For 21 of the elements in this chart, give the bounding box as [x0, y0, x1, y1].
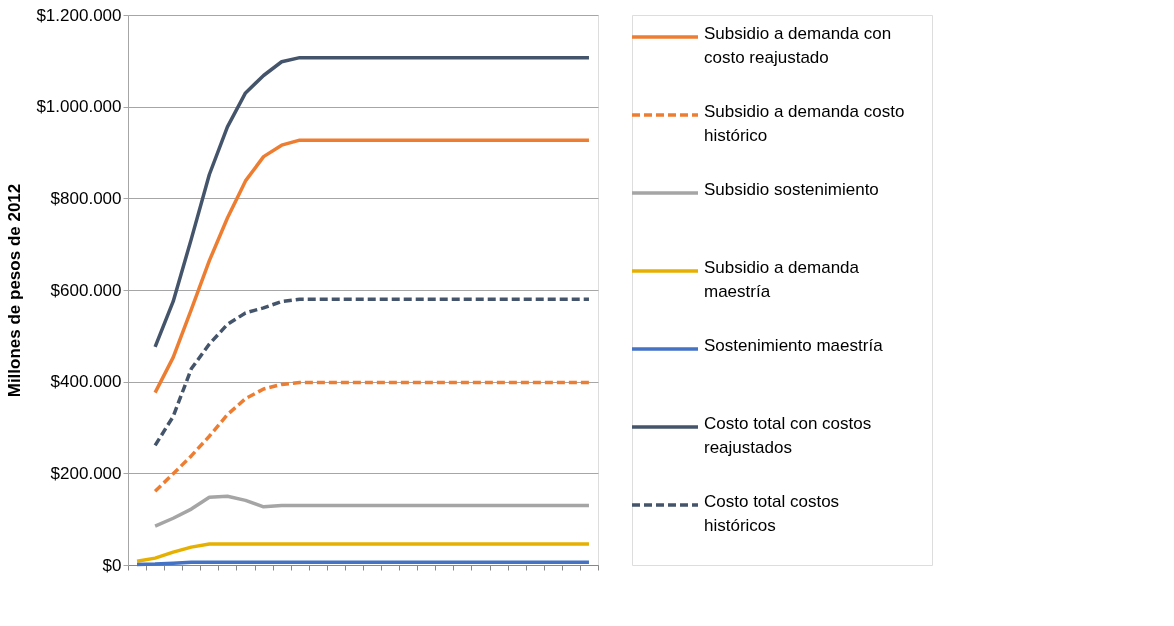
y-tick-label: $1.000.000	[36, 97, 122, 117]
line-series	[153, 494, 591, 528]
y-tick-label: $200.000	[50, 463, 122, 483]
line-series	[153, 138, 591, 395]
y-tick-label: $600.000	[50, 280, 122, 300]
y-tick-label: $400.000	[50, 372, 122, 392]
legend-label: Sostenimiento maestría	[704, 336, 884, 355]
line-series	[153, 55, 591, 349]
legend-label: Subsidio a demanda con costo reajustado	[704, 24, 892, 67]
y-tick-label: $0	[102, 555, 122, 575]
line-series	[153, 380, 591, 493]
y-tick-label: $1.200.000	[36, 5, 122, 25]
legend-label: Subsidio a demanda costo histórico	[704, 102, 905, 145]
line-series	[153, 297, 591, 448]
y-axis-title: Millones de pesos de 2012	[5, 183, 25, 398]
line-series	[135, 542, 591, 564]
legend-label: Costo total costos históricos	[704, 492, 840, 535]
legend-label: Subsidio sostenimiento	[704, 180, 879, 199]
y-tick-label: $800.000	[50, 188, 122, 208]
legend-label: Costo total con costos reajustados	[704, 414, 872, 457]
legend-label: Subsidio a demanda maestría	[704, 258, 860, 301]
